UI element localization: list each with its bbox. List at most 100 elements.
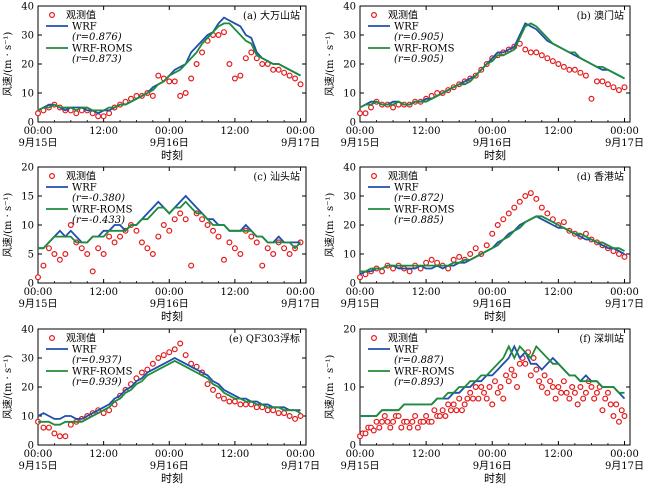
observed-point (51, 430, 58, 437)
observed-point (188, 75, 195, 82)
observed-point (220, 395, 227, 402)
observed-point (237, 72, 244, 79)
observed-point (522, 360, 529, 367)
y-axis-title: 风速/(m · s⁻¹) (2, 32, 14, 97)
observed-point (599, 407, 606, 414)
observed-point (95, 113, 102, 120)
y-axis-title: 风速/(m · s⁻¹) (324, 32, 336, 97)
y-tick-label: 10 (343, 383, 356, 394)
observed-point (467, 251, 474, 258)
observed-point (73, 110, 80, 117)
wrf-roms-series-line (38, 359, 301, 426)
observed-point (45, 424, 52, 431)
observed-point (580, 395, 587, 402)
observed-point (500, 395, 507, 402)
observed-point (456, 253, 463, 260)
legend-observed-label: 观测值 (66, 170, 96, 183)
observed-point (503, 372, 510, 379)
observed-point (149, 360, 156, 367)
observed-point (286, 72, 293, 79)
observed-point (144, 245, 151, 252)
observed-point (395, 413, 402, 420)
observed-point (511, 372, 518, 379)
observed-point (450, 256, 457, 263)
observed-point (34, 274, 41, 281)
observed-point (494, 222, 501, 229)
observed-point (558, 389, 565, 396)
observed-point (591, 395, 598, 402)
x-tick-label: 12:00 (544, 449, 573, 460)
observed-point (160, 352, 167, 359)
observed-point (166, 78, 173, 85)
observed-point (56, 433, 63, 440)
observed-point (281, 410, 288, 417)
observed-point (489, 230, 496, 237)
observed-point (362, 430, 369, 437)
legend-observed-marker (371, 335, 378, 342)
observed-point (210, 386, 217, 393)
panel-label: (e) QF303浮标 (229, 333, 300, 345)
observed-point (138, 239, 145, 246)
legend-wrf-label: WRF (394, 22, 419, 33)
x-tick-label: 00:00 (24, 287, 53, 298)
observed-point (428, 256, 435, 263)
observed-point (423, 259, 430, 266)
observed-point (275, 66, 282, 73)
x-tick-label: 00:00 (478, 449, 507, 460)
observed-point (514, 384, 521, 391)
x-axis-title: 时刻 (484, 471, 506, 485)
observed-point (390, 104, 397, 111)
observed-point (281, 69, 288, 76)
y-tick-label: 10 (21, 412, 34, 423)
legend-wrf-roms-r: (r=0.893) (394, 377, 444, 388)
observed-point (237, 401, 244, 408)
observed-point (571, 66, 578, 73)
observed-point (461, 401, 468, 408)
observed-point (270, 251, 277, 258)
observed-point (379, 418, 386, 425)
x-tick-label: 12:00 (89, 287, 118, 298)
observed-point (171, 78, 178, 85)
x-tick-date-label: 9月17日 (605, 137, 644, 149)
observed-point (193, 60, 200, 67)
x-tick-label: 12:00 (220, 126, 249, 137)
legend-observed-label: 观测值 (388, 9, 418, 22)
observed-point (242, 55, 249, 62)
x-axis-title: 时刻 (161, 148, 183, 162)
observed-point (166, 227, 173, 234)
observed-point (182, 216, 189, 223)
y-tick-label: 20 (343, 221, 356, 232)
x-tick-label: 00:00 (346, 449, 375, 460)
observed-point (40, 262, 47, 269)
observed-point (248, 233, 255, 240)
observed-point (536, 378, 543, 385)
legend-observed-marker (371, 12, 378, 19)
observed-point (588, 95, 595, 102)
observed-point (483, 395, 490, 402)
y-tick-label: 0 (350, 279, 356, 290)
x-tick-date-label: 9月15日 (340, 460, 379, 472)
legend-wrf-roms-r: (r=0.873) (72, 54, 122, 65)
y-tick-label: 10 (343, 89, 356, 100)
observed-point (106, 233, 113, 240)
y-axis-title: 风速/(m · s⁻¹) (324, 355, 336, 420)
y-tick-label: 40 (21, 2, 34, 13)
observed-point (428, 418, 435, 425)
observed-point (264, 245, 271, 252)
observed-point (155, 233, 162, 240)
x-tick-label: 00:00 (286, 449, 315, 460)
observed-point (177, 340, 184, 347)
legend-wrf-roms-label: WRF-ROMS (394, 367, 455, 378)
observed-point (67, 421, 74, 428)
observed-point (111, 239, 118, 246)
observed-point (505, 378, 512, 385)
observed-point (604, 389, 611, 396)
x-tick-label: 00:00 (24, 126, 53, 137)
observed-point (62, 433, 69, 440)
x-tick-label: 12:00 (412, 449, 441, 460)
legend-wrf-roms-label: WRF-ROMS (72, 367, 133, 378)
observed-point (100, 113, 107, 120)
observed-point (231, 398, 238, 405)
